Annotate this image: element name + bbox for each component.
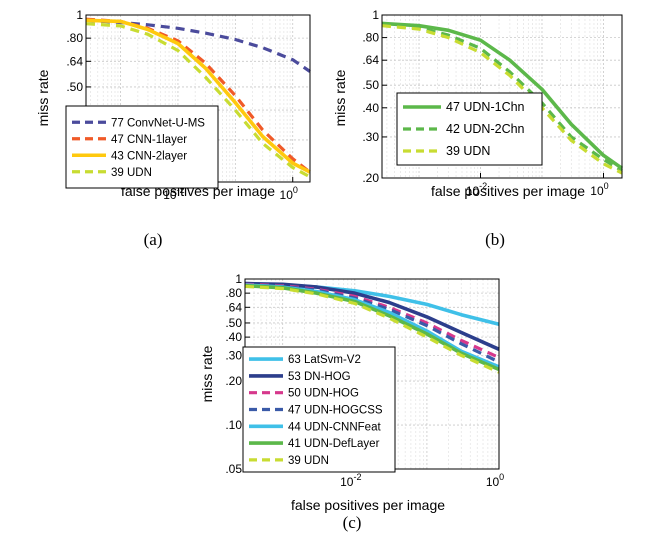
- chart-b: 10-2 100 .20 .30 .40 .50 .64 .80 1 false positive…: [332, 8, 624, 249]
- y-tick-label: .20: [362, 171, 379, 185]
- x-axis-label: false positives per image: [431, 183, 585, 199]
- legend-label-4: 44 UDN-CNNFeat: [288, 421, 381, 433]
- y-axis-label: miss rate: [199, 345, 215, 402]
- series-line-5: [244, 283, 500, 372]
- legend-label-6: 39 UDN: [288, 455, 329, 467]
- legend-label-2: 39 UDN: [446, 144, 490, 158]
- legend-label-1: 42 UDN-2Chn: [446, 122, 525, 136]
- x-axis-label: false positives per image: [291, 497, 445, 513]
- series-line-3: [244, 283, 500, 364]
- caption: (a): [144, 230, 163, 249]
- legend-box: [65, 105, 219, 189]
- chart-c: 10-2 100 .05 .10 .20 .30 .40.50 .64.801 false po…: [199, 272, 504, 532]
- legend-label-0: 47 UDN-1Chn: [446, 100, 525, 114]
- caption: (c): [343, 513, 362, 532]
- y-tick-label: .40: [225, 330, 242, 344]
- y-tick-label: .64: [362, 53, 379, 67]
- y-tick-label: .30: [362, 130, 379, 144]
- legend-label-0: 63 LatSvm-V2: [288, 354, 361, 366]
- series-line-2: [381, 24, 623, 175]
- y-tick-label: .50: [66, 80, 83, 94]
- y-axis-label: miss rate: [35, 69, 51, 126]
- legend-label-1: 53 DN-HOG: [288, 371, 351, 383]
- y-tick-label: .50: [362, 78, 379, 92]
- y-tick-label: .80: [362, 31, 379, 45]
- legend-label-0: 77 ConvNet-U-MS: [111, 117, 205, 129]
- y-tick-label: .10: [225, 418, 242, 432]
- y-tick-label: .40: [362, 101, 379, 115]
- legend-label-2: 50 UDN-HOG: [288, 388, 359, 400]
- y-tick-label: .64: [225, 300, 242, 314]
- y-tick-label: 1: [76, 8, 83, 22]
- series-line-2: [85, 18, 311, 174]
- y-tick-label: 1: [235, 272, 242, 286]
- legend-label-2: 43 CNN-2layer: [111, 150, 187, 162]
- y-tick-label: .80: [225, 286, 242, 300]
- caption: (b): [485, 230, 505, 249]
- series-line-2: [244, 282, 500, 359]
- axes-box: [381, 14, 623, 179]
- series-line-3: [85, 22, 311, 179]
- legend-label-3: 47 UDN-HOGCSS: [288, 405, 383, 417]
- legend-label-5: 41 UDN-DefLayer: [288, 438, 380, 450]
- y-tick-label: .50: [225, 316, 242, 330]
- y-tick-label: .64: [66, 54, 83, 68]
- legend: 77 ConvNet-U-MS 47 CNN-1layer 43 CNN-2laye…: [65, 105, 219, 189]
- x-tick-label: 100: [280, 185, 298, 202]
- x-tick-label: 100: [590, 181, 608, 198]
- x-tick-label: 10-2: [340, 472, 361, 489]
- series-line-0: [85, 18, 311, 73]
- y-tick-label: .20: [225, 374, 242, 388]
- series-line-0: [381, 21, 624, 170]
- series-line-1: [85, 17, 311, 174]
- legend: 63 LatSvm-V2 53 DN-HOG 50 UDN-HOG 47 UDN-HO…: [242, 346, 396, 473]
- x-tick-label: 10-2: [466, 181, 487, 198]
- x-tick-label: 100: [486, 472, 504, 489]
- y-tick-label: .30: [225, 348, 242, 362]
- y-tick-label: 1: [372, 8, 379, 22]
- legend-label-1: 47 CNN-1layer: [111, 134, 187, 146]
- series-line-1: [244, 281, 500, 351]
- y-tick-label: .80: [66, 31, 83, 45]
- y-tick-label: .05: [225, 462, 242, 476]
- x-tick-label: 10-2: [163, 185, 184, 202]
- legend-label-3: 39 UDN: [111, 167, 152, 179]
- y-axis-label: miss rate: [332, 69, 348, 126]
- legend: 47 UDN-1Chn 42 UDN-2Chn 39 UDN: [396, 92, 543, 166]
